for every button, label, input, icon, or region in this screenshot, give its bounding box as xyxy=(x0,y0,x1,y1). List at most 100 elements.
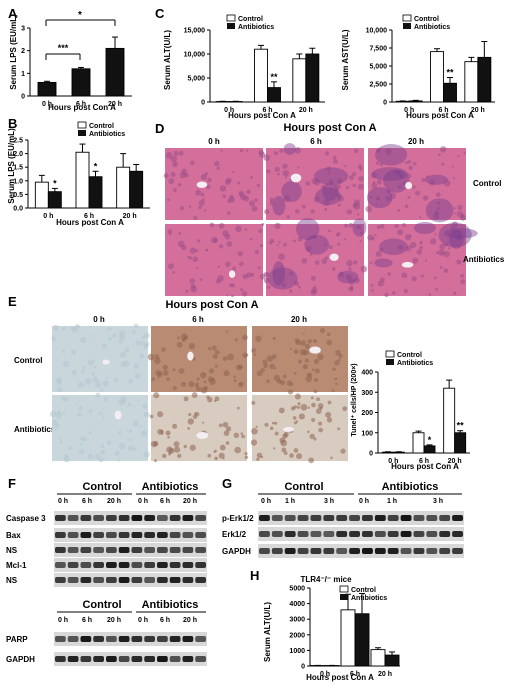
blot-band xyxy=(93,636,104,642)
vessel-texture xyxy=(283,426,295,432)
cell-texture xyxy=(451,221,459,228)
cell-texture xyxy=(79,436,83,439)
band-label: Caspase 3 xyxy=(6,514,46,523)
ihc-micrograph xyxy=(147,326,249,394)
cell-texture xyxy=(143,451,150,458)
blot-band xyxy=(336,531,348,537)
time-label: 0 h xyxy=(261,498,271,505)
cell-texture xyxy=(338,353,343,359)
cell-texture xyxy=(147,353,155,361)
time-label: 1 h xyxy=(285,498,295,505)
cell-texture xyxy=(214,399,217,403)
cell-texture xyxy=(337,242,341,246)
bar xyxy=(477,56,492,103)
band-label: Mcl-1 xyxy=(6,561,27,570)
cell-texture xyxy=(165,430,171,436)
panel-b-bars: ** xyxy=(34,143,144,209)
panel-f-group-antibiotics-2: Antibiotics xyxy=(142,599,199,611)
cell-texture xyxy=(251,205,258,212)
y-tick-label: 2000 xyxy=(289,632,305,639)
ihc-micrograph xyxy=(51,323,150,393)
panel-letter-h: H xyxy=(250,568,259,583)
cell-texture xyxy=(153,357,161,364)
cell-texture xyxy=(324,207,328,211)
cell-texture xyxy=(55,412,62,419)
cell-texture xyxy=(80,336,87,344)
cell-texture xyxy=(218,244,224,249)
cell-texture xyxy=(88,409,93,414)
panel-e-chart-ylabel: Tunel⁺ cells/HP (200×) xyxy=(351,363,358,436)
cell-texture xyxy=(330,456,333,460)
cell-texture xyxy=(443,251,450,258)
time-label: 0 h xyxy=(138,498,148,505)
cell-texture xyxy=(132,420,139,427)
y-tick-label: 200 xyxy=(361,410,373,417)
blot-band xyxy=(55,656,66,662)
bar xyxy=(34,181,49,209)
x-tick-label: 20 h xyxy=(378,671,392,678)
cell-texture xyxy=(98,456,104,463)
blot-band xyxy=(131,547,143,553)
cell-texture xyxy=(219,185,227,192)
blot-band xyxy=(55,532,66,538)
cell-texture xyxy=(457,155,460,158)
cell-texture xyxy=(309,433,315,440)
y-tick-label: 1 xyxy=(21,71,25,78)
significance-label: ** xyxy=(446,68,454,78)
y-tick-label: 0.0 xyxy=(13,206,23,213)
cell-texture xyxy=(196,386,202,392)
cell-texture xyxy=(118,442,126,450)
time-label: 6 h xyxy=(82,617,92,624)
cell-texture xyxy=(277,172,280,176)
cell-texture xyxy=(428,293,432,296)
cell-texture xyxy=(172,187,177,193)
blot-band xyxy=(93,515,104,521)
cell-texture xyxy=(408,235,412,238)
cell-texture xyxy=(74,323,80,330)
blot-band xyxy=(323,548,335,554)
cell-texture xyxy=(233,375,237,379)
cell-texture xyxy=(118,340,123,344)
x-tick-label: 6 h xyxy=(262,107,272,114)
he-micrograph xyxy=(365,144,466,223)
cell-texture xyxy=(326,339,333,346)
cell-texture xyxy=(239,192,242,195)
cell-texture xyxy=(407,160,412,164)
cell-texture xyxy=(273,151,278,156)
y-tick-label: 0 xyxy=(21,94,25,101)
cell-texture xyxy=(177,336,180,340)
blot-band xyxy=(310,515,322,521)
cell-texture xyxy=(120,351,126,358)
cell-texture xyxy=(241,290,248,297)
cell-texture xyxy=(222,356,228,361)
cell-texture xyxy=(405,245,412,252)
blot-band xyxy=(80,532,92,538)
cell-texture xyxy=(345,274,352,281)
blot-band xyxy=(106,656,117,662)
cell-texture xyxy=(439,243,446,250)
cell-texture xyxy=(189,247,197,254)
panel-e-col-6h: 6 h xyxy=(192,315,204,324)
time-label: 20 h xyxy=(107,617,121,624)
cell-texture xyxy=(438,249,445,256)
cell-texture xyxy=(84,378,92,385)
cell-texture xyxy=(248,200,255,207)
cell-texture xyxy=(343,238,346,241)
blot-band xyxy=(118,515,130,521)
blot-band xyxy=(55,562,66,568)
cell-texture xyxy=(177,183,182,187)
cell-texture xyxy=(181,245,187,251)
cell-texture xyxy=(157,376,160,379)
panel-e-row-antibiotics: Antibiotics xyxy=(14,425,56,434)
panel-c2-bars: ** xyxy=(395,41,492,103)
cell-texture xyxy=(94,381,102,388)
cell-texture xyxy=(213,238,218,243)
y-tick-label: 0 xyxy=(301,664,305,671)
vessel-texture xyxy=(309,346,321,354)
cell-texture xyxy=(208,368,215,374)
vessel-texture xyxy=(405,181,413,190)
cell-texture xyxy=(386,189,391,194)
cell-texture xyxy=(332,267,336,271)
band-label: NS xyxy=(6,576,18,585)
cell-texture xyxy=(305,375,313,383)
